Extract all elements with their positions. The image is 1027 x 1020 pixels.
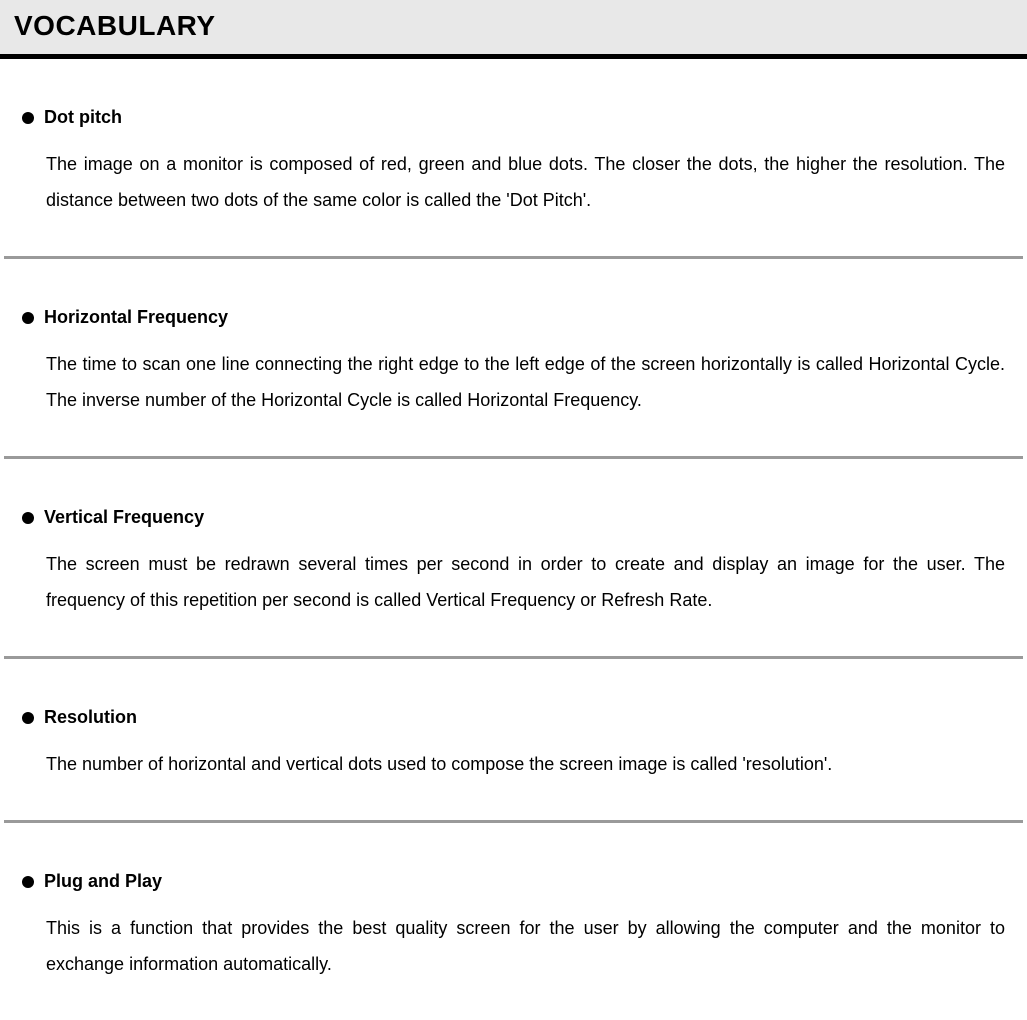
term-definition: This is a function that provides the bes… (46, 910, 1005, 982)
entry-header: Plug and Play (22, 871, 1005, 892)
term-label: Plug and Play (44, 871, 162, 892)
term-label: Dot pitch (44, 107, 122, 128)
entry-header: Resolution (22, 707, 1005, 728)
page-header: VOCABULARY (0, 0, 1027, 59)
bullet-icon (22, 512, 34, 524)
entry-header: Horizontal Frequency (22, 307, 1005, 328)
term-definition: The number of horizontal and vertical do… (46, 746, 1005, 782)
vocabulary-entry: Plug and Play This is a function that pr… (0, 823, 1027, 1020)
bullet-icon (22, 112, 34, 124)
entry-header: Dot pitch (22, 107, 1005, 128)
vocabulary-entry: Horizontal Frequency The time to scan on… (0, 259, 1027, 456)
term-label: Resolution (44, 707, 137, 728)
vocabulary-entry: Dot pitch The image on a monitor is comp… (0, 59, 1027, 256)
bullet-icon (22, 312, 34, 324)
term-definition: The screen must be redrawn several times… (46, 546, 1005, 618)
term-label: Horizontal Frequency (44, 307, 228, 328)
vocabulary-entry: Vertical Frequency The screen must be re… (0, 459, 1027, 656)
term-definition: The time to scan one line connecting the… (46, 346, 1005, 418)
term-label: Vertical Frequency (44, 507, 204, 528)
page-title: VOCABULARY (14, 10, 1013, 42)
bullet-icon (22, 876, 34, 888)
bullet-icon (22, 712, 34, 724)
vocabulary-entry: Resolution The number of horizontal and … (0, 659, 1027, 820)
entry-header: Vertical Frequency (22, 507, 1005, 528)
term-definition: The image on a monitor is composed of re… (46, 146, 1005, 218)
vocabulary-list: Dot pitch The image on a monitor is comp… (0, 59, 1027, 1020)
